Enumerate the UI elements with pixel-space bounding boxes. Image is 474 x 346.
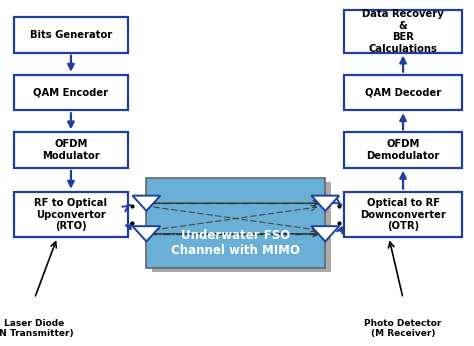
FancyBboxPatch shape xyxy=(344,192,462,237)
Text: Data Recovery
&
BER
Calculations: Data Recovery & BER Calculations xyxy=(362,9,444,54)
Text: QAM Decoder: QAM Decoder xyxy=(365,88,441,98)
Text: Bits Generator: Bits Generator xyxy=(30,30,112,40)
Polygon shape xyxy=(132,226,160,242)
Text: OFDM
Demodulator: OFDM Demodulator xyxy=(366,139,440,161)
Text: Photo Detector
(M Receiver): Photo Detector (M Receiver) xyxy=(365,319,442,338)
Polygon shape xyxy=(311,195,339,211)
FancyBboxPatch shape xyxy=(146,178,325,268)
FancyBboxPatch shape xyxy=(14,192,128,237)
Text: Laser Diode
(N Transmitter): Laser Diode (N Transmitter) xyxy=(0,319,74,338)
Polygon shape xyxy=(311,226,339,242)
Polygon shape xyxy=(132,195,160,211)
Text: OFDM
Modulator: OFDM Modulator xyxy=(42,139,100,161)
FancyBboxPatch shape xyxy=(14,17,128,53)
FancyBboxPatch shape xyxy=(14,75,128,110)
FancyBboxPatch shape xyxy=(344,132,462,168)
FancyBboxPatch shape xyxy=(344,10,462,53)
FancyBboxPatch shape xyxy=(344,75,462,110)
FancyBboxPatch shape xyxy=(14,132,128,168)
Text: Underwater FSO
Channel with MIMO: Underwater FSO Channel with MIMO xyxy=(172,229,300,257)
Text: Optical to RF
Downconverter
(OTR): Optical to RF Downconverter (OTR) xyxy=(360,198,446,231)
FancyBboxPatch shape xyxy=(152,182,331,272)
Text: QAM Encoder: QAM Encoder xyxy=(33,88,109,98)
Text: RF to Optical
Upconvertor
(RTO): RF to Optical Upconvertor (RTO) xyxy=(35,198,108,231)
